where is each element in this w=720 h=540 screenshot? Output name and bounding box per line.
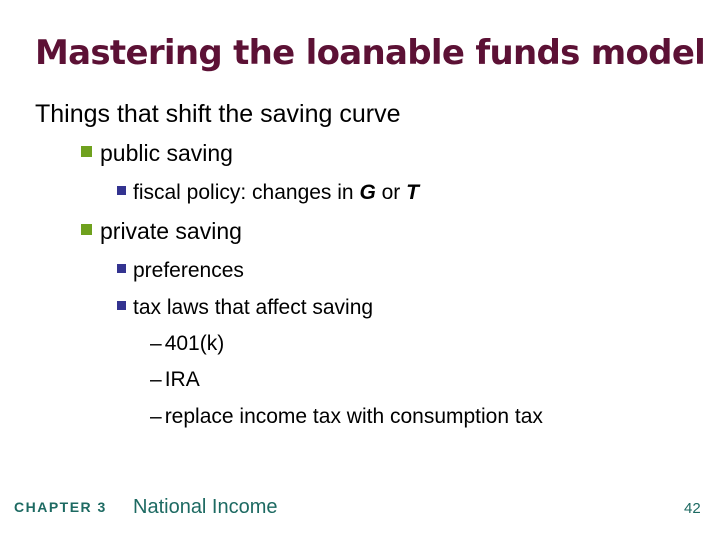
- bullet-text: replace income tax with consumption tax: [164, 405, 543, 428]
- green-square-bullet-icon: [81, 224, 92, 235]
- bullet-item-6: – IRA: [150, 368, 200, 392]
- dash-marker: –: [150, 332, 162, 355]
- blue-square-bullet-icon: [117, 186, 126, 195]
- bullet-item-5: –401(k): [150, 332, 224, 356]
- bullet-item-4: tax laws that affect saving: [117, 296, 373, 320]
- bullet-text: IRA: [164, 368, 200, 391]
- bullet-text: preferences: [133, 259, 244, 282]
- dash-marker: –: [150, 405, 162, 428]
- bullet-item-7: – replace income tax with consumption tax: [150, 405, 543, 429]
- bullet-text: 401(k): [164, 332, 225, 355]
- footer-chapter-label: CHAPTER 3: [14, 499, 107, 515]
- bullet-text: T: [406, 181, 419, 204]
- footer-page-number: 42: [684, 500, 701, 517]
- bullet-item-2: private saving: [81, 218, 242, 245]
- bullet-item-1: fiscal policy: changes in G or T: [117, 181, 419, 205]
- bullet-text: private saving: [100, 218, 242, 244]
- blue-square-bullet-icon: [117, 264, 126, 273]
- bullet-text: fiscal policy: changes in: [133, 181, 360, 204]
- footer-course-title: National Income: [133, 496, 278, 518]
- dash-marker: –: [150, 368, 162, 391]
- green-square-bullet-icon: [81, 146, 92, 157]
- bullet-text: tax laws that affect saving: [133, 296, 374, 319]
- bullet-text: or: [375, 181, 407, 204]
- slide-title: Mastering the loanable funds model: [35, 33, 706, 73]
- bullet-item-3: preferences: [117, 259, 244, 283]
- blue-square-bullet-icon: [117, 301, 126, 310]
- bullet-text: G: [359, 181, 376, 204]
- bullet-text: public saving: [100, 140, 233, 166]
- bullet-item-0: public saving: [81, 140, 233, 167]
- body-heading: Things that shift the saving curve: [35, 100, 401, 128]
